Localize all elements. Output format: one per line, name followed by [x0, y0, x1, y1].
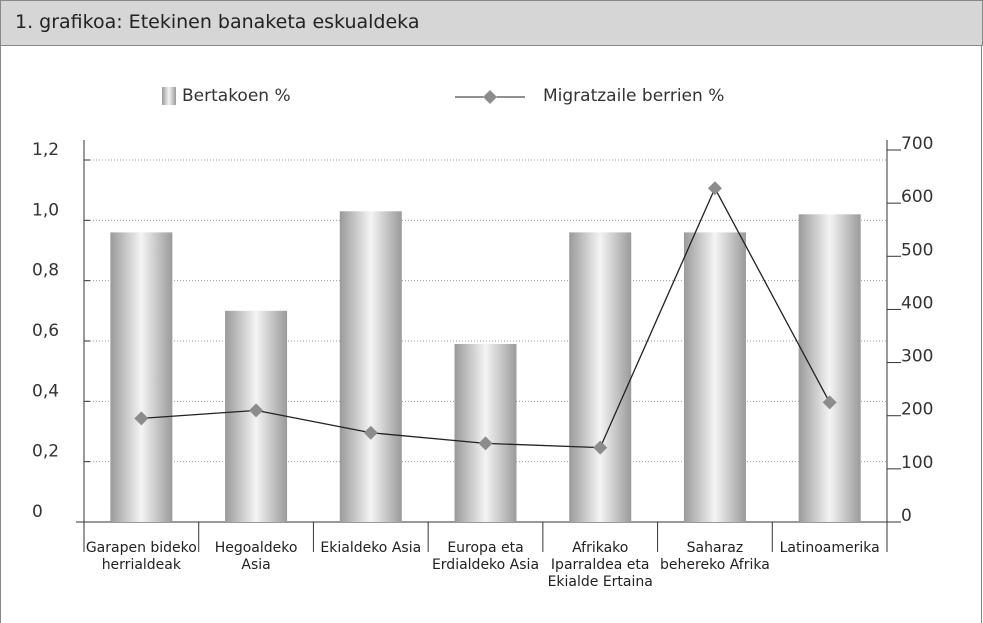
bar [339, 211, 402, 523]
y-tick-label: 0,6 [32, 321, 59, 341]
y2-tick-label: 500 [901, 240, 933, 260]
marker [478, 436, 493, 451]
x-tick-label: Afrikako Iparraldea eta Ekialde Ertaina [547, 540, 653, 590]
y2-tick-label: 600 [901, 187, 933, 207]
y2-tick-label: 300 [901, 347, 933, 367]
y-tick-label: 0,2 [32, 442, 59, 462]
y-tick-label: 0,8 [32, 261, 59, 281]
x-tick-label: Hegoaldeko Asia [214, 540, 298, 573]
legend-swatch [162, 87, 176, 105]
y-tick-label: 0,4 [32, 381, 59, 401]
marker [363, 425, 378, 440]
y2-tick-label: 0 [901, 506, 912, 526]
legend-marker [483, 90, 497, 104]
frame [0, 45, 982, 623]
bar [454, 344, 517, 522]
bar [798, 214, 861, 523]
x-tick-label: Latinoamerika [779, 540, 880, 556]
header: 1. grafikoa: Etekinen banaketa eskualdek… [0, 0, 983, 46]
x-tick-label: Ekialdeko Asia [320, 540, 422, 556]
x-tick-label: Saharaz behereko Afrika [660, 540, 770, 573]
marker [134, 411, 149, 426]
y-tick-label: 1,2 [32, 140, 59, 160]
marker [593, 440, 608, 455]
bar [110, 232, 173, 522]
y-tick-label: 1,0 [32, 200, 59, 220]
x-tick-label: Garapen bideko herrialdeak [85, 540, 197, 573]
legend-label: Bertakoen % [182, 86, 291, 106]
y2-tick-label: 400 [901, 293, 933, 313]
y-tick-label: 0 [32, 502, 43, 522]
y2-tick-label: 100 [901, 453, 933, 473]
x-tick-label: Europa eta Erdialdeko Asia [431, 540, 540, 573]
legend-label: Migratzaile berrien % [543, 86, 724, 106]
marker [249, 403, 264, 418]
y2-tick-label: 700 [901, 134, 933, 154]
bar [683, 232, 746, 522]
bar [569, 232, 632, 522]
y2-tick-label: 200 [901, 400, 933, 420]
marker [822, 395, 837, 410]
title: 1. grafikoa: Etekinen banaketa eskualdek… [15, 11, 420, 33]
marker [707, 181, 722, 196]
